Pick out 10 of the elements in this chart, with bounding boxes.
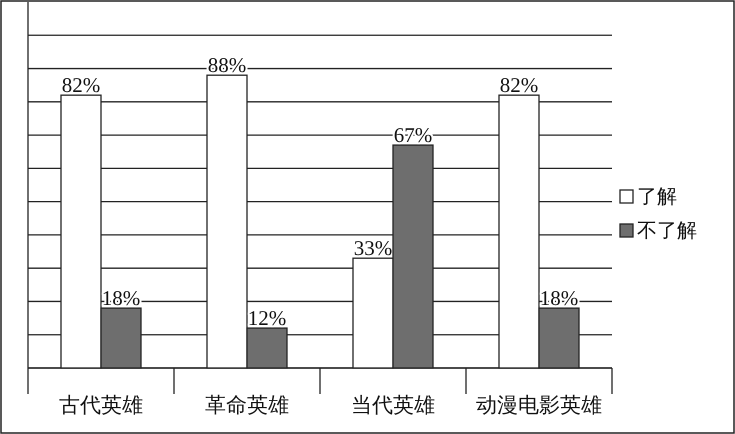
data-label: 82% <box>62 73 100 98</box>
legend-label: 了解 <box>637 184 677 208</box>
legend-label: 不了解 <box>637 218 697 242</box>
x-tick-label: 当代英雄 <box>351 393 435 417</box>
x-tick-label: 古代英雄 <box>59 393 143 417</box>
data-label: 33% <box>354 236 392 260</box>
x-tick-label: 革命英雄 <box>205 393 289 417</box>
x-tick-label: 动漫电影英雄 <box>476 393 602 417</box>
data-label: 12% <box>248 306 286 330</box>
data-label: 82% <box>500 73 538 98</box>
